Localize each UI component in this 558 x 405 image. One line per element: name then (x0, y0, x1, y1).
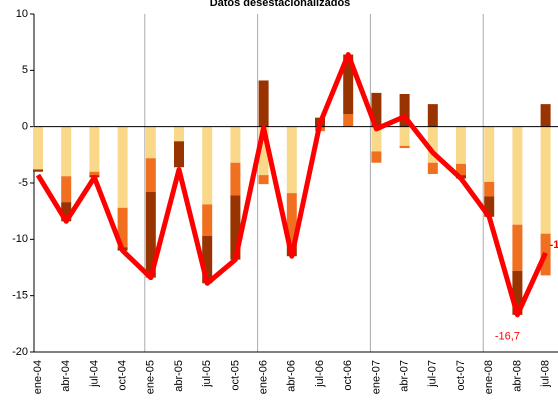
x-tick-label: abr-05 (173, 360, 185, 392)
bar-segment (202, 235, 213, 284)
bar-segment (484, 126, 495, 182)
y-tick-label: -5 (18, 177, 28, 189)
bar-segment (117, 126, 128, 208)
y-tick-label: 0 (22, 121, 28, 133)
bar-segment (512, 270, 523, 315)
bar-segment (540, 126, 551, 234)
x-tick-label: jul-08 (540, 360, 552, 388)
bar-segment (230, 162, 241, 196)
y-tick-label: 10 (16, 8, 28, 20)
bar-segment (33, 169, 43, 172)
x-tick-label: ene-04 (32, 360, 44, 394)
bar-segment (145, 126, 156, 159)
bar-segment (371, 126, 382, 152)
bar-segment (145, 158, 156, 193)
bar-segment (286, 126, 297, 194)
bar-segment (61, 202, 72, 222)
data-label: -11,2 (550, 239, 558, 251)
chart-title: Datos desestacionalizados (210, 0, 351, 9)
line-series (35, 52, 548, 318)
bar-segment (258, 80, 269, 127)
bar-segment (202, 126, 213, 205)
bar-segment (427, 126, 438, 163)
bar-segment (427, 162, 438, 174)
bar-segment (484, 196, 495, 217)
bar-segment (145, 192, 156, 278)
x-tick-label: abr-08 (511, 360, 523, 392)
bar-segment (202, 204, 213, 236)
x-tick-label: jul-06 (314, 360, 326, 388)
x-tick-label: ene-05 (145, 360, 157, 394)
y-tick-label: -15 (12, 290, 28, 302)
bar-segment (540, 104, 551, 127)
x-tick-label: abr-07 (399, 360, 411, 392)
bar-segment (399, 126, 410, 146)
bar-segment (89, 171, 100, 176)
x-tick-label: oct-05 (229, 360, 241, 391)
bar-segment (399, 145, 410, 149)
bar-segment (343, 114, 354, 127)
x-tick-label: jul-04 (88, 360, 100, 388)
x-tick-label: oct-04 (117, 360, 129, 391)
x-tick-label: ene-06 (258, 360, 270, 394)
bar-segment (456, 126, 466, 164)
x-tick-label: abr-04 (60, 360, 72, 392)
bar-segment (117, 207, 128, 248)
x-tick-label: oct-06 (342, 360, 354, 391)
bar-segment (343, 54, 354, 115)
bar-segment (427, 104, 438, 127)
bar-segment (258, 126, 269, 176)
bar-segment (33, 126, 43, 170)
x-tick-label: abr-06 (286, 360, 298, 392)
y-tick-label: -20 (12, 346, 28, 358)
bar-segment (230, 195, 241, 260)
bar-segment (230, 126, 241, 163)
y-tick-label: -10 (12, 233, 28, 245)
bar-segment (399, 93, 410, 127)
bar-segment (371, 151, 382, 163)
bar-segment (512, 126, 523, 225)
data-label: -16,7 (495, 331, 520, 343)
x-tick-label: oct-07 (455, 360, 467, 391)
bar-segment (174, 126, 184, 142)
bar-segment (456, 163, 466, 176)
bar-segment (258, 175, 269, 185)
bar-segment (89, 126, 100, 172)
bar-segment (484, 181, 495, 197)
y-tick-label: 5 (22, 64, 28, 76)
x-tick-label: jul-07 (427, 360, 439, 388)
bar-segment (174, 141, 184, 168)
bar-segment (512, 224, 523, 271)
x-tick-label: ene-07 (370, 360, 382, 394)
bar-segment (61, 176, 72, 203)
bar-segment (61, 126, 72, 177)
bar-segment (286, 193, 297, 244)
bar-segment (371, 92, 382, 127)
x-tick-label: ene-08 (483, 360, 495, 394)
x-tick-label: jul-05 (201, 360, 213, 388)
